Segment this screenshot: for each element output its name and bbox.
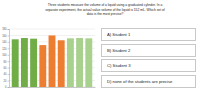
bar (21, 38, 28, 87)
tick-mark (8, 48, 10, 49)
tick: 60 (4, 66, 9, 70)
bar (85, 38, 92, 87)
grid-line (9, 29, 95, 30)
option[interactable]: B) Student 2 (101, 44, 196, 57)
bars (12, 35, 92, 87)
tick: 20 (4, 79, 9, 83)
x-axis (10, 87, 96, 89)
chart: 0 20 40 60 80 100 120 140 160 180 (0, 26, 98, 92)
bar (76, 38, 83, 87)
bar (30, 39, 37, 87)
tick-mark (8, 61, 10, 62)
bar (67, 38, 74, 87)
tick-label: 20 (4, 79, 7, 83)
tick-label: 60 (4, 66, 7, 70)
axis-line (8, 30, 10, 88)
axis-line (10, 87, 96, 88)
question: Three students measure the volume of a l… (30, 3, 180, 17)
tick-label: 40 (4, 72, 7, 76)
tick-label: 140 (2, 40, 7, 44)
y-axis: 0 20 40 60 80 100 120 140 160 180 (2, 27, 9, 89)
tick-label: 120 (2, 47, 7, 51)
option[interactable]: C) Student 3 (101, 59, 196, 72)
tick-mark (8, 55, 10, 56)
tick-mark (8, 74, 10, 75)
tick: 160 (2, 34, 9, 38)
bar (39, 45, 46, 87)
tick-mark (8, 35, 10, 36)
bar (12, 39, 19, 87)
question-line: Three students measure the volume of a l… (30, 3, 180, 8)
bar (58, 40, 65, 87)
tick: 120 (2, 47, 9, 51)
tick-mark (8, 87, 10, 88)
tick: 0 (5, 85, 9, 89)
tick-mark (8, 81, 10, 82)
tick-label: 0 (5, 85, 7, 89)
tick-mark (8, 42, 10, 43)
option[interactable]: D) none of the students are precise (101, 75, 196, 88)
question-line: separate experiment, the actual value vo… (30, 8, 180, 13)
tick-label: 160 (2, 34, 7, 38)
tick: 180 (2, 27, 9, 31)
tick-mark (8, 68, 10, 69)
tick: 100 (2, 53, 9, 57)
question-line: data is the most precise? (30, 12, 180, 17)
tick: 140 (2, 40, 9, 44)
tick: 40 (4, 72, 9, 76)
tick-label: 80 (4, 60, 7, 64)
grid (9, 29, 95, 87)
tick-mark (8, 29, 10, 30)
option[interactable]: A) Student 1 (101, 28, 196, 41)
tick-label: 180 (2, 27, 7, 31)
bar (49, 35, 56, 87)
tick-label: 100 (2, 53, 7, 57)
tick: 80 (4, 60, 9, 64)
options: A) Student 1 B) Student 2 C) Student 3 D) n… (101, 28, 196, 90)
